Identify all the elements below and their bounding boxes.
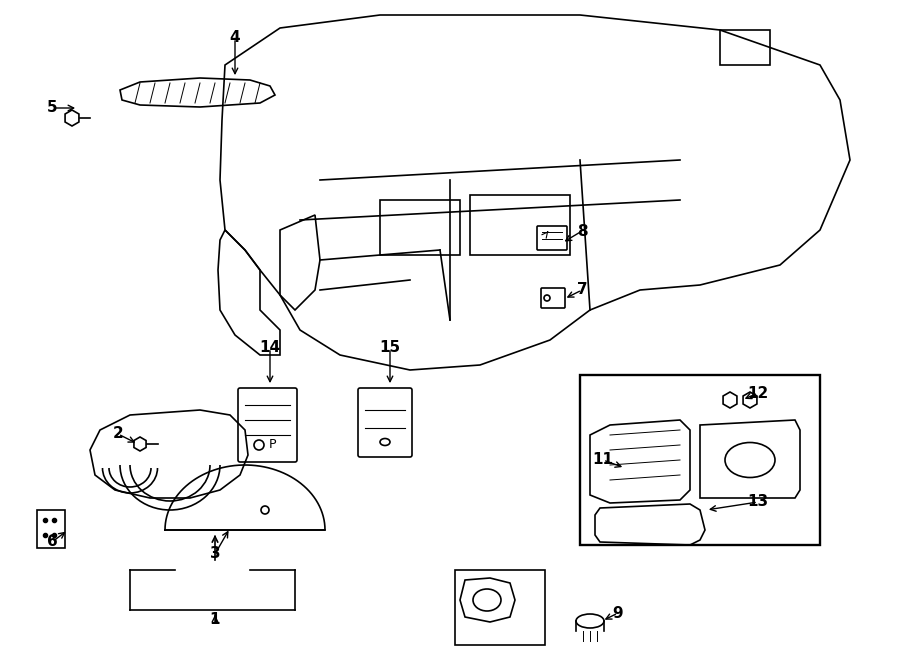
Text: 1: 1: [210, 613, 220, 627]
Text: 5: 5: [47, 100, 58, 116]
Text: 14: 14: [259, 340, 281, 356]
Text: 2: 2: [112, 426, 123, 442]
Bar: [380, 200, 460, 255]
Text: 3: 3: [210, 547, 220, 561]
Text: 6: 6: [47, 535, 58, 549]
Bar: [580, 375, 820, 545]
Text: 11: 11: [592, 453, 614, 467]
Text: 12: 12: [747, 385, 769, 401]
Text: 7: 7: [577, 282, 588, 297]
Text: P: P: [268, 438, 275, 451]
Bar: [720, 30, 770, 65]
Text: 15: 15: [380, 340, 400, 356]
Bar: [455, 570, 545, 645]
Bar: [470, 195, 570, 255]
Text: 9: 9: [613, 605, 624, 621]
Bar: [37, 510, 65, 548]
Text: 8: 8: [577, 223, 588, 239]
Text: 13: 13: [747, 494, 769, 510]
Text: 4: 4: [230, 30, 240, 46]
